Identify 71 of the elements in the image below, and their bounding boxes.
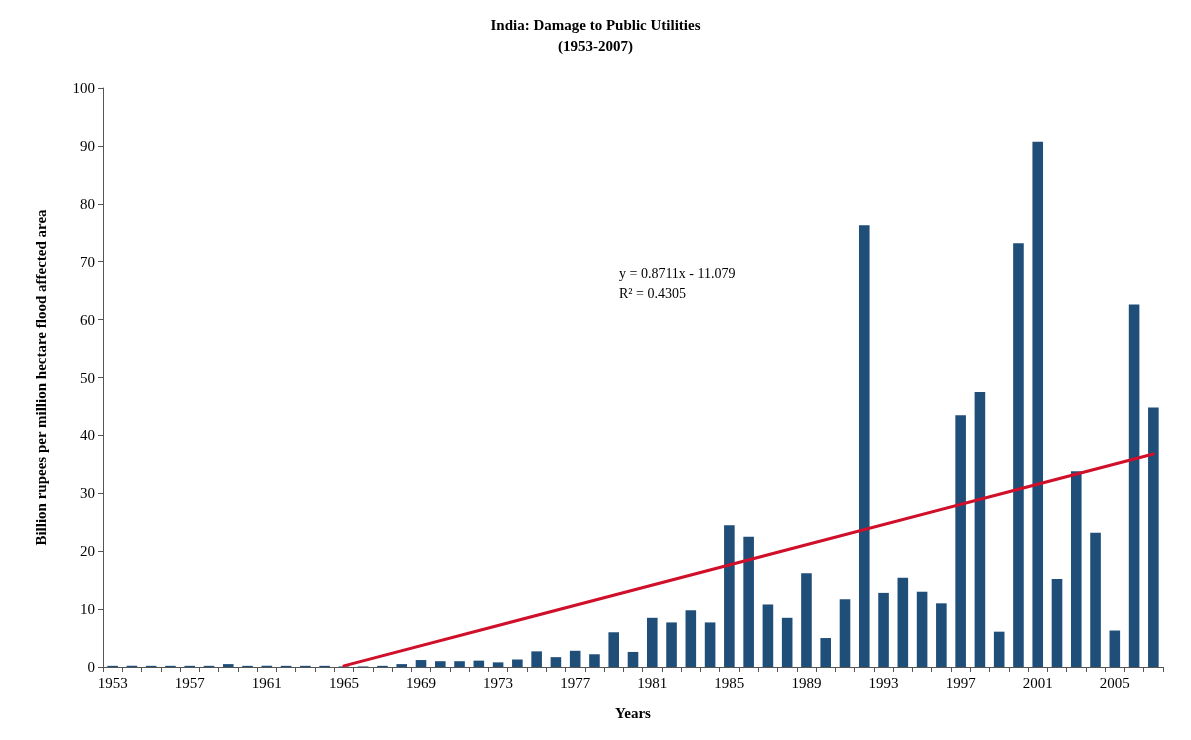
x-tick-label: 1993: [868, 674, 899, 691]
x-tick-label: 1961: [251, 674, 282, 691]
bar: [974, 391, 986, 667]
bar: [1032, 141, 1044, 667]
bar: [762, 604, 774, 667]
y-tick-label: 50: [80, 369, 95, 386]
y-tick-label: 0: [87, 659, 95, 675]
bar: [993, 631, 1005, 667]
bar: [492, 662, 504, 667]
y-tick-label: 90: [80, 137, 95, 154]
y-tick-label: 20: [80, 543, 95, 560]
bar: [839, 599, 851, 667]
bar: [858, 225, 870, 667]
x-tick-label: 1973: [483, 674, 514, 691]
x-tick-label: 1969: [406, 674, 436, 691]
bar: [396, 664, 408, 667]
chart-subtitle: (1953-2007): [558, 37, 633, 55]
y-tick-label: 10: [80, 601, 95, 618]
bar: [1051, 578, 1063, 667]
bar: [646, 617, 658, 667]
x-tick-label: 2001: [1022, 674, 1053, 691]
x-axis-title: Years: [615, 704, 652, 721]
y-tick-label: 40: [80, 427, 95, 444]
bar: [1090, 532, 1101, 667]
bar: [1109, 630, 1121, 667]
x-tick-label: 1977: [560, 674, 591, 691]
bar: [666, 622, 677, 667]
y-tick-label: 100: [72, 80, 95, 96]
bar: [531, 651, 542, 667]
bar: [724, 525, 735, 667]
bar: [1128, 304, 1140, 667]
bar: [1070, 471, 1082, 667]
x-tick-label: 1957: [174, 674, 206, 691]
bar: [955, 415, 966, 667]
bar: [820, 638, 832, 667]
bar: [512, 659, 523, 667]
x-tick-label: 1989: [791, 674, 822, 691]
bar: [454, 661, 465, 667]
y-tick-label: 60: [80, 311, 95, 328]
bar: [415, 660, 427, 667]
y-tick-label: 80: [80, 195, 95, 212]
bar: [781, 617, 793, 667]
bar: [897, 577, 909, 667]
chart-title: India: Damage to Public Utilities: [490, 16, 701, 33]
y-tick-label: 30: [80, 485, 95, 502]
bar: [704, 622, 716, 667]
bar: [801, 573, 812, 667]
bar: [569, 650, 581, 667]
bar: [608, 632, 620, 667]
x-tick-label: 1981: [637, 674, 668, 691]
bar: [1013, 243, 1024, 667]
y-tick-label: 70: [80, 253, 95, 270]
x-tick-label: 1985: [714, 674, 745, 691]
bar: [743, 536, 754, 667]
bar: [550, 657, 562, 667]
x-tick-label: 1965: [328, 674, 359, 691]
bar: [627, 651, 639, 667]
bar: [916, 591, 928, 667]
bar: [685, 610, 697, 667]
annotation: y = 0.8711x - 11.079: [618, 265, 736, 281]
y-axis-title: Billion rupees per million hectare flood affected area: [32, 208, 49, 546]
x-tick-label: 1997: [945, 674, 977, 691]
bar: [1148, 407, 1159, 667]
bar: [222, 664, 234, 667]
bar: [936, 603, 947, 667]
x-tick-label: 1953: [97, 674, 128, 691]
annotation: R² = 0.4305: [619, 285, 686, 301]
x-tick-label: 2005: [1099, 674, 1130, 691]
bar: [878, 592, 889, 667]
bar: [434, 661, 446, 667]
bar: [589, 654, 600, 667]
